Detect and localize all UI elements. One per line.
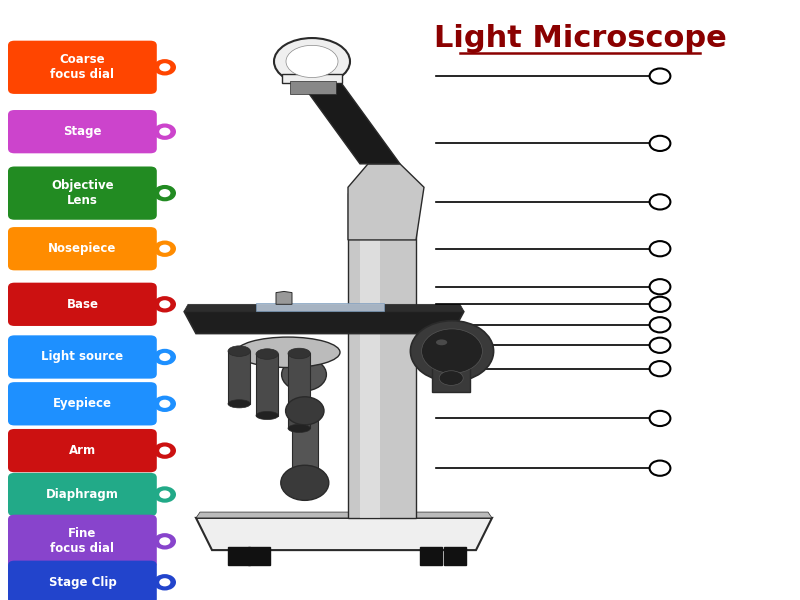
Polygon shape [276, 292, 292, 304]
Text: Stage: Stage [63, 125, 102, 138]
Bar [256, 354, 278, 416]
FancyBboxPatch shape [8, 227, 157, 271]
Circle shape [159, 300, 170, 308]
FancyBboxPatch shape [8, 110, 157, 154]
Bar [290, 81, 336, 94]
Bar [420, 547, 442, 565]
Bar [292, 413, 318, 480]
Polygon shape [348, 164, 424, 240]
Circle shape [650, 136, 670, 151]
Circle shape [650, 194, 670, 209]
Text: Light source: Light source [42, 350, 123, 364]
Circle shape [154, 533, 176, 550]
FancyBboxPatch shape [8, 473, 157, 516]
Circle shape [154, 59, 176, 76]
Bar [360, 193, 380, 518]
Circle shape [286, 397, 324, 425]
Text: Eyepiece: Eyepiece [53, 397, 112, 410]
FancyBboxPatch shape [8, 335, 157, 379]
Circle shape [159, 446, 170, 455]
Text: Light Microscope: Light Microscope [434, 23, 726, 53]
Bar [228, 547, 250, 565]
Bar [348, 193, 416, 518]
Text: Arm: Arm [69, 444, 96, 457]
Circle shape [650, 317, 670, 332]
Circle shape [159, 400, 170, 408]
Circle shape [159, 128, 170, 136]
Circle shape [650, 241, 670, 256]
Text: Nosepiece: Nosepiece [48, 242, 117, 255]
Text: Fine
focus dial: Fine focus dial [50, 527, 114, 556]
Ellipse shape [256, 349, 278, 359]
Circle shape [159, 578, 170, 586]
Bar [288, 353, 310, 428]
Ellipse shape [286, 46, 338, 77]
FancyBboxPatch shape [8, 41, 157, 94]
Circle shape [422, 329, 482, 373]
Circle shape [650, 338, 670, 353]
Circle shape [650, 68, 670, 83]
Circle shape [154, 487, 176, 503]
Ellipse shape [436, 340, 447, 345]
Text: Base: Base [66, 298, 98, 311]
Circle shape [650, 411, 670, 426]
Ellipse shape [288, 424, 310, 433]
FancyBboxPatch shape [8, 429, 157, 472]
Circle shape [650, 279, 670, 295]
Polygon shape [196, 518, 492, 550]
Polygon shape [292, 70, 400, 164]
Circle shape [281, 465, 329, 500]
Circle shape [650, 297, 670, 312]
Circle shape [159, 245, 170, 253]
Circle shape [159, 353, 170, 361]
Ellipse shape [288, 348, 310, 359]
Circle shape [159, 63, 170, 71]
Bar [444, 547, 466, 565]
Text: Stage Clip: Stage Clip [49, 576, 116, 589]
Circle shape [154, 241, 176, 257]
Ellipse shape [256, 412, 278, 419]
Polygon shape [196, 512, 492, 518]
Ellipse shape [274, 38, 350, 85]
Ellipse shape [439, 371, 463, 385]
Circle shape [650, 461, 670, 476]
Polygon shape [184, 304, 464, 311]
Circle shape [282, 358, 326, 391]
FancyBboxPatch shape [8, 515, 157, 568]
Text: Objective
Lens: Objective Lens [51, 179, 114, 207]
Bar [228, 351, 250, 404]
Circle shape [154, 442, 176, 459]
Bar [282, 74, 342, 83]
Bar [256, 303, 384, 311]
Polygon shape [184, 311, 464, 334]
Circle shape [154, 124, 176, 140]
Ellipse shape [228, 346, 250, 356]
Ellipse shape [228, 400, 250, 408]
FancyBboxPatch shape [8, 382, 157, 425]
FancyBboxPatch shape [8, 283, 157, 326]
Circle shape [159, 490, 170, 499]
Text: Coarse
focus dial: Coarse focus dial [50, 53, 114, 81]
Circle shape [154, 574, 176, 590]
Bar [248, 547, 270, 565]
Circle shape [159, 189, 170, 197]
Bar [432, 364, 470, 392]
Circle shape [154, 349, 176, 365]
FancyBboxPatch shape [8, 166, 157, 220]
Ellipse shape [236, 337, 340, 368]
Circle shape [154, 395, 176, 412]
Circle shape [159, 537, 170, 545]
Circle shape [410, 320, 494, 382]
Circle shape [154, 185, 176, 202]
Circle shape [650, 361, 670, 376]
Circle shape [154, 296, 176, 313]
Text: Diaphragm: Diaphragm [46, 488, 119, 501]
FancyBboxPatch shape [8, 560, 157, 600]
